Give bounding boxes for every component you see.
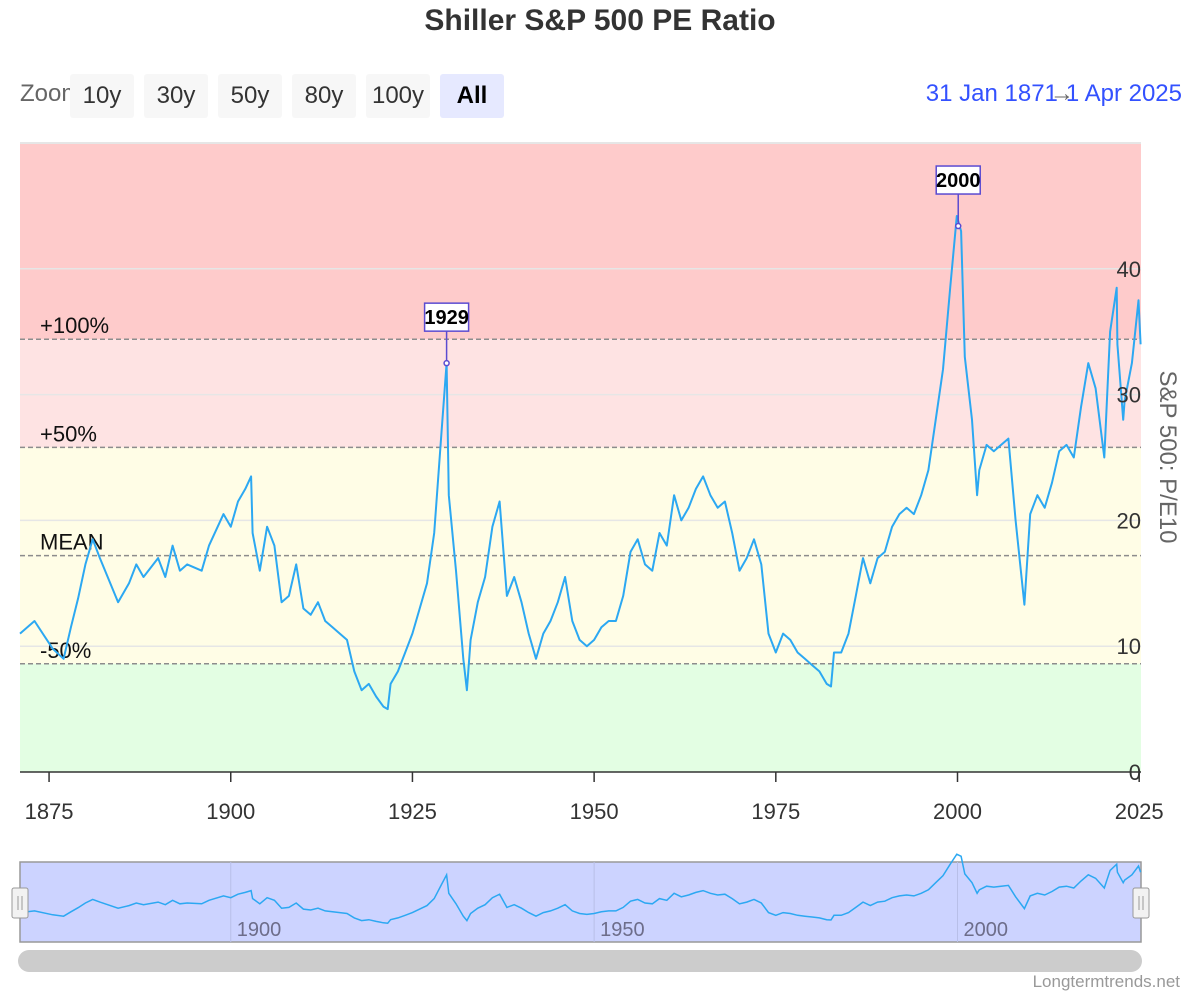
- zoom-100y-button[interactable]: 100y: [366, 74, 430, 118]
- zoom-10y-button[interactable]: 10y: [70, 74, 134, 118]
- axes: 1875 1900 1925 1950 1975 2000 2025 0 10 20 30 40: [20, 257, 1164, 824]
- navigator-tick-label: 2000: [963, 919, 1008, 941]
- zoom-30y-button[interactable]: 30y: [144, 74, 208, 118]
- zoom-80y-button[interactable]: 80y: [292, 74, 356, 118]
- y-tick-label: 20: [1117, 508, 1141, 533]
- flag-label: 2000: [936, 170, 981, 192]
- zoom-all-button[interactable]: All: [440, 74, 504, 118]
- zone-overvalued: [20, 339, 1141, 448]
- flag-point[interactable]: [443, 359, 450, 367]
- reference-label: +50%: [40, 421, 97, 446]
- event-flags: 1929 2000: [423, 165, 981, 367]
- x-tick-label: 1975: [751, 799, 800, 824]
- horizontal-scrollbar[interactable]: [18, 950, 1142, 972]
- navigator: 1900 1950 2000: [11, 853, 1150, 972]
- pe10-series-line[interactable]: [19, 215, 1142, 711]
- x-tick-label: 1925: [388, 799, 437, 824]
- flag-point[interactable]: [954, 222, 962, 230]
- x-tick-label: 1900: [206, 799, 255, 824]
- x-tick-label: 2000: [933, 799, 982, 824]
- range-from-date[interactable]: 31 Jan 1871: [925, 80, 1058, 107]
- zoom-50y-button[interactable]: 50y: [218, 74, 282, 118]
- x-tick-label: 2025: [1115, 799, 1164, 824]
- navigator-left-handle[interactable]: [11, 887, 29, 919]
- zoom-label: Zoom: [20, 80, 70, 107]
- navigator-series-line: [19, 853, 1142, 924]
- flag-box[interactable]: [935, 165, 981, 195]
- zone-undervalued: [20, 663, 1141, 772]
- y-tick-label: 40: [1117, 257, 1141, 282]
- gridlines: [20, 142, 1141, 647]
- y-tick-label: 10: [1117, 634, 1141, 659]
- credit-text: Longtermtrends.net: [1032, 972, 1180, 991]
- reference-label: +100%: [40, 313, 109, 338]
- navigator-right-handle[interactable]: [1132, 887, 1150, 919]
- y-tick-label: 0: [1129, 760, 1141, 785]
- handle-body[interactable]: [11, 887, 29, 919]
- flag-label: 1929: [424, 307, 469, 329]
- navigator-tick-label: 1900: [237, 919, 281, 941]
- range-to-date[interactable]: 1 Apr 2025: [1065, 80, 1182, 107]
- valuation-zones: [20, 143, 1141, 772]
- flag-box[interactable]: [423, 302, 470, 332]
- navigator-tick-label: 1950: [600, 919, 645, 941]
- y-tick-label: 30: [1117, 383, 1141, 408]
- x-tick-label: 1875: [25, 799, 74, 824]
- x-tick-label: 1950: [570, 799, 619, 824]
- range-arrow-icon: →: [1049, 80, 1074, 107]
- handle-body[interactable]: [1132, 887, 1150, 919]
- chart-title: Shiller S&P 500 PE Ratio: [424, 4, 776, 37]
- date-range-display: 31 Jan 1871→1 Apr 2025: [926, 80, 1182, 108]
- y-axis-title: S&P 500: P/E10: [1154, 370, 1181, 543]
